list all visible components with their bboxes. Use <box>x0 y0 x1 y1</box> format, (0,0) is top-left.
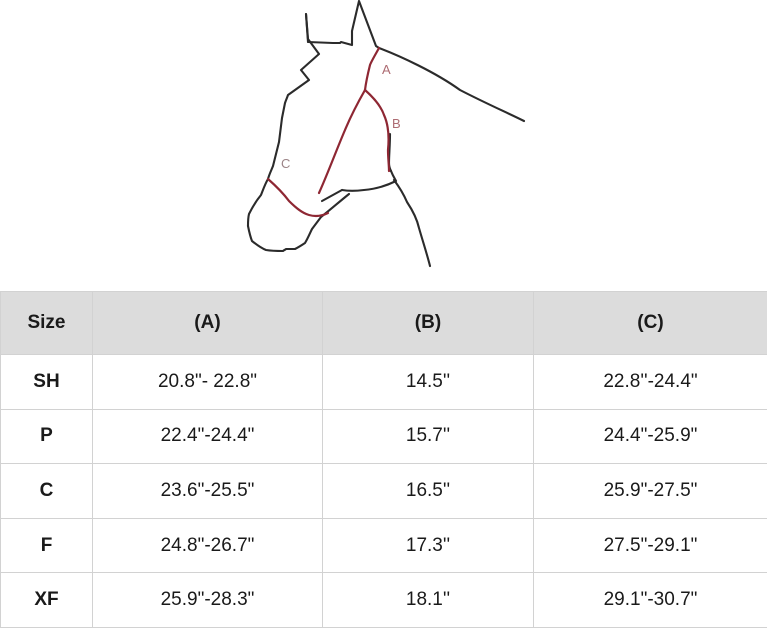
svg-text:B: B <box>392 116 401 131</box>
svg-text:C: C <box>281 156 290 171</box>
svg-text:A: A <box>382 62 391 77</box>
